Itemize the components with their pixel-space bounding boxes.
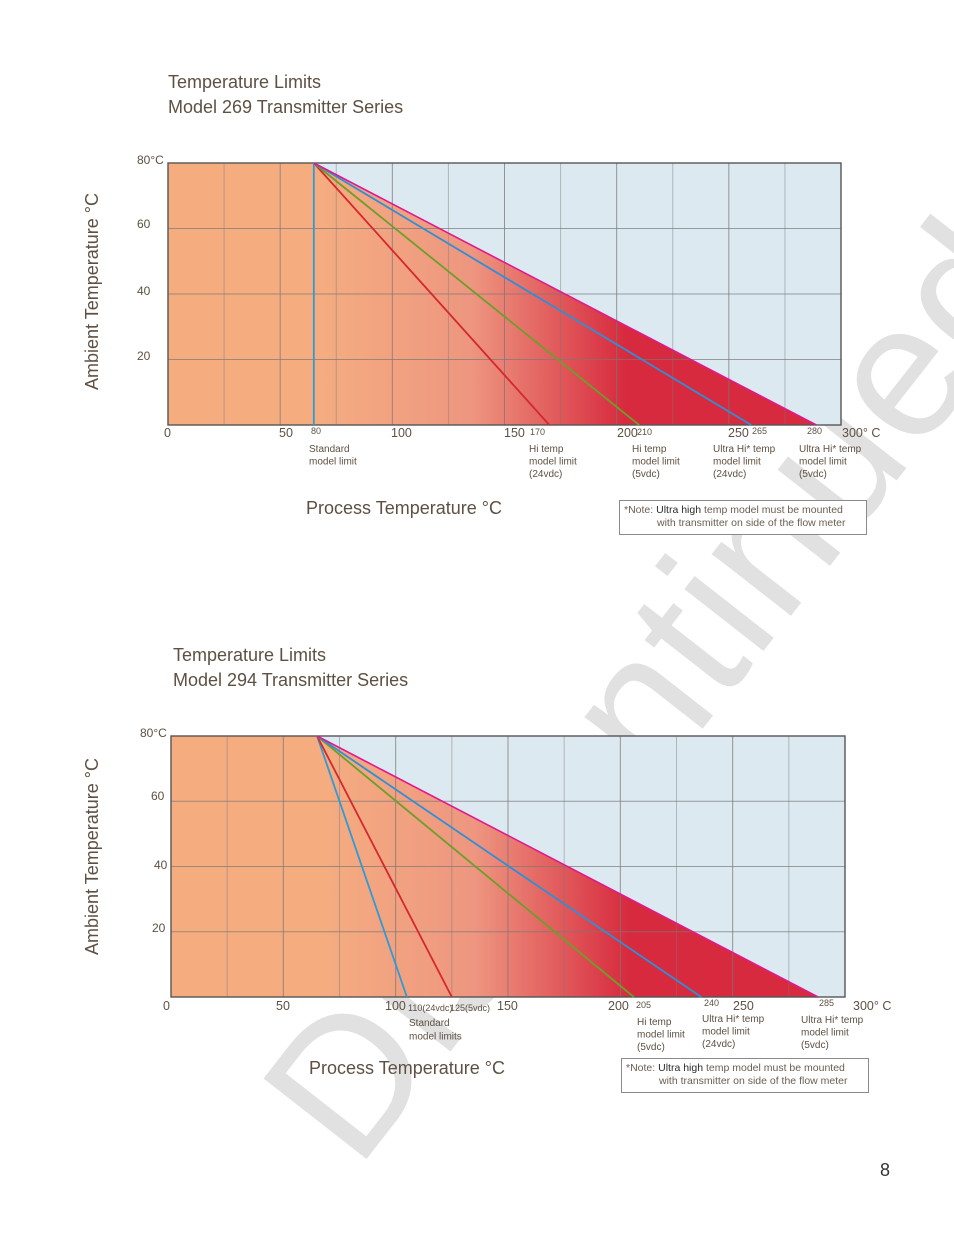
chart2-series-label: (5vdc) <box>801 1040 829 1051</box>
chart2-x-tick-label: 0 <box>163 999 170 1013</box>
chart2-x-tick-label: 250 <box>733 999 754 1013</box>
chart2-series-label: model limit <box>637 1030 685 1041</box>
chart1-series-label: (24vdc) <box>529 469 562 480</box>
chart1-series-label: Ultra Hi* temp <box>713 444 776 455</box>
chart1-x-tick-label: 50 <box>279 426 293 440</box>
chart1-series-label: Hi temp <box>632 444 667 455</box>
chart1-series-value-label: 280 <box>807 426 822 436</box>
chart2-series-line-5 <box>316 735 819 998</box>
chart1-series-value-label: 170 <box>530 427 545 437</box>
chart1-series-label: (5vdc) <box>632 469 660 480</box>
chart2-y-tick-label: 60 <box>151 789 165 803</box>
chart2-y-tick-label: 20 <box>152 921 166 935</box>
chart2-note-line1: temp model must be mounted <box>703 1062 845 1074</box>
chart1-x-tick-label: 0 <box>164 426 171 440</box>
chart1-plot: 0 50 100 150 200 250 300° C 80°C 60 40 20 80 Standar… <box>137 153 880 480</box>
chart1-series-line-4 <box>313 162 752 426</box>
chart2-x-tick-label: 300° C <box>853 999 891 1013</box>
chart2-series-line-2 <box>316 735 453 998</box>
chart1-title-line2: Model 269 Transmitter Series <box>168 97 404 117</box>
chart1-series-label: Standard <box>309 444 350 455</box>
chart1-x-tick-label: 250 <box>728 426 749 440</box>
chart1-note-prefix: *Note: <box>624 504 657 516</box>
chart2-series-line-3 <box>316 735 635 998</box>
chart1-series-label: (5vdc) <box>799 469 827 480</box>
chart2-series-label: Hi temp <box>637 1017 672 1028</box>
chart2-title-line2: Model 294 Transmitter Series <box>173 670 409 690</box>
chart1-x-tick-label: 100 <box>391 426 412 440</box>
chart1-title-line1: Temperature Limits <box>168 72 322 92</box>
chart1-series-label: model limit <box>529 457 577 468</box>
chart2-group-label: Standard <box>409 1018 450 1029</box>
chart1-series-value-label: 265 <box>752 426 767 436</box>
chart1-y-tick-label: 80°C <box>137 153 164 167</box>
chart2-series-label: Ultra Hi* temp <box>702 1014 765 1025</box>
chart1-grid <box>168 163 841 425</box>
chart1-note: *Note: Ultra high temp model must be mou… <box>619 500 867 535</box>
chart1-x-tick-label: 150 <box>504 426 525 440</box>
chart1-series-line-3 <box>313 162 640 426</box>
chart2-series-line-1 <box>316 735 408 998</box>
chart1-series-label: model limit <box>713 457 761 468</box>
chart2-title-line1: Temperature Limits <box>173 645 327 665</box>
chart1-note-emphasis: Ultra high <box>656 504 702 516</box>
chart1-series-label: Ultra Hi* temp <box>799 444 862 455</box>
chart1-title: Temperature Limits Model 269 Transmitter… <box>168 70 403 120</box>
chart2-x-axis-label: Process Temperature °C <box>309 1058 505 1078</box>
chart2-grid <box>171 736 845 997</box>
chart1-series-value-label: 210 <box>637 427 652 437</box>
page-number: 8 <box>880 1160 891 1180</box>
chart1-frame <box>167 162 842 426</box>
chart1-x-tick-label: 200 <box>617 426 638 440</box>
chart2-note-prefix: *Note: <box>626 1062 659 1074</box>
chart2-group-label: model limits <box>409 1032 462 1043</box>
chart2-note: *Note: Ultra high temp model must be mou… <box>621 1058 869 1093</box>
chart1-series-line-2 <box>313 162 551 426</box>
chart2-frame <box>170 735 846 998</box>
chart1-series-value-label: 80 <box>311 426 321 436</box>
chart2-series-value-label: 240 <box>704 998 719 1008</box>
chart1-y-tick-label: 60 <box>137 217 151 231</box>
chart2-plot: 0 50 100 150 200 250 300° C 80°C 60 40 20 110(24vdc… <box>140 726 891 1053</box>
chart2-series-value-label: 125(5vdc) <box>450 1003 490 1013</box>
chart2-series-value-label: 285 <box>819 998 834 1008</box>
chart1-series-label: model limit <box>309 457 357 468</box>
chart2-series-value-label: 110(24vdc) <box>408 1003 452 1013</box>
chart1-series-label: model limit <box>632 457 680 468</box>
chart1-y-tick-label: 20 <box>137 349 151 363</box>
chart2-x-tick-label: 150 <box>497 999 518 1013</box>
chart2-series-label: model limit <box>801 1028 849 1039</box>
chart2-x-tick-label: 50 <box>276 999 290 1013</box>
chart2-series-label: Ultra Hi* temp <box>801 1015 864 1026</box>
chart1-x-tick-label: 300° C <box>842 426 880 440</box>
chart1-y-tick-label: 40 <box>137 284 151 298</box>
chart2-series-value-label: 205 <box>636 1000 651 1010</box>
chart2-series-line-4 <box>316 735 702 998</box>
chart2-y-tick-label: 40 <box>154 858 168 872</box>
chart2-y-tick-label: 80°C <box>140 726 167 740</box>
chart1-series-label: (24vdc) <box>713 469 746 480</box>
chart1-series-line-5 <box>313 162 817 426</box>
chart2-series-label: model limit <box>702 1027 750 1038</box>
chart2-series-label: (5vdc) <box>637 1042 665 1053</box>
chart2-x-tick-label: 100 <box>385 999 406 1013</box>
chart2-series-label: (24vdc) <box>702 1039 735 1050</box>
chart1-series-label: Hi temp <box>529 444 564 455</box>
chart2-x-tick-label: 200 <box>608 999 629 1013</box>
chart1-note-line2: with transmitter on side of the flow met… <box>657 517 846 529</box>
chart1-series-label: model limit <box>799 457 847 468</box>
chart2-title: Temperature Limits Model 294 Transmitter… <box>173 643 408 693</box>
chart2-note-line2: with transmitter on side of the flow met… <box>659 1075 848 1087</box>
chart1-x-axis-label: Process Temperature °C <box>306 498 502 518</box>
chart2-note-emphasis: Ultra high <box>658 1062 704 1074</box>
chart1-note-line1: temp model must be mounted <box>701 504 843 516</box>
